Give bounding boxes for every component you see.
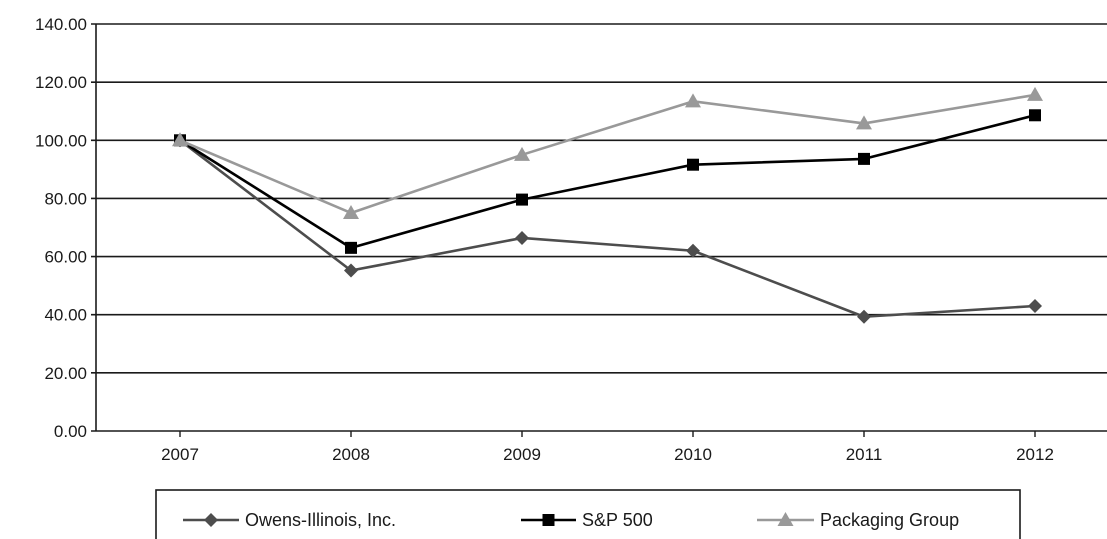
data-point-triangle	[172, 132, 188, 147]
x-tick-label: 2011	[846, 445, 883, 464]
legend-swatch-marker	[542, 514, 555, 526]
x-tick-label: 2007	[161, 445, 199, 464]
x-tick-label: 2009	[503, 445, 541, 464]
axes	[95, 24, 1036, 437]
y-tick-label: 40.00	[44, 306, 87, 325]
data-point-square	[516, 193, 528, 206]
data-point-square	[1029, 109, 1041, 122]
data-point-square	[687, 158, 699, 171]
series-line-square	[179, 114, 1036, 250]
data-point-triangle	[856, 115, 872, 130]
x-tick-label: 2008	[332, 445, 370, 464]
data-point-triangle	[685, 93, 701, 108]
series-lines	[172, 86, 1043, 324]
y-tick-label: 100.00	[35, 131, 87, 150]
x-tick-label: 2010	[674, 445, 712, 464]
series-line-diamond	[179, 139, 1036, 319]
data-point-diamond	[857, 309, 871, 324]
data-point-triangle	[343, 204, 359, 219]
legend-swatch-marker	[777, 512, 794, 526]
data-point-square	[345, 241, 357, 254]
data-point-square	[858, 152, 870, 165]
legend-swatch-marker	[204, 513, 218, 527]
data-point-diamond	[515, 230, 529, 245]
data-point-diamond	[1028, 298, 1042, 313]
data-point-diamond	[344, 263, 358, 278]
y-tick-label: 20.00	[44, 364, 87, 383]
y-axis-tick-labels: 0.00 20.00 40.00 60.00 80.00 100.00 120.00 140.…	[35, 15, 87, 441]
y-tick-label: 0.00	[54, 422, 87, 441]
legend-label: Packaging Group	[820, 510, 959, 530]
legend-box	[155, 489, 1021, 539]
y-tick-label: 120.00	[35, 73, 87, 92]
legend-label: Owens-Illinois, Inc.	[245, 510, 396, 530]
x-tick-label: 2012	[1016, 445, 1054, 464]
series-line-triangle	[179, 93, 1036, 215]
data-point-diamond	[686, 243, 700, 258]
gridlines	[91, 23, 1107, 432]
y-tick-label: 140.00	[35, 15, 87, 34]
data-point-triangle	[1027, 86, 1043, 101]
y-tick-label: 80.00	[44, 189, 87, 208]
legend: Owens-Illinois, Inc. S&P 500 Packaging Gro…	[155, 489, 1021, 539]
legend-label: S&P 500	[582, 510, 653, 530]
data-point-triangle	[514, 146, 530, 161]
x-axis-tick-labels: 2007 2008 2009 2010 2011 2012	[161, 445, 1054, 464]
y-tick-label: 60.00	[44, 248, 87, 267]
